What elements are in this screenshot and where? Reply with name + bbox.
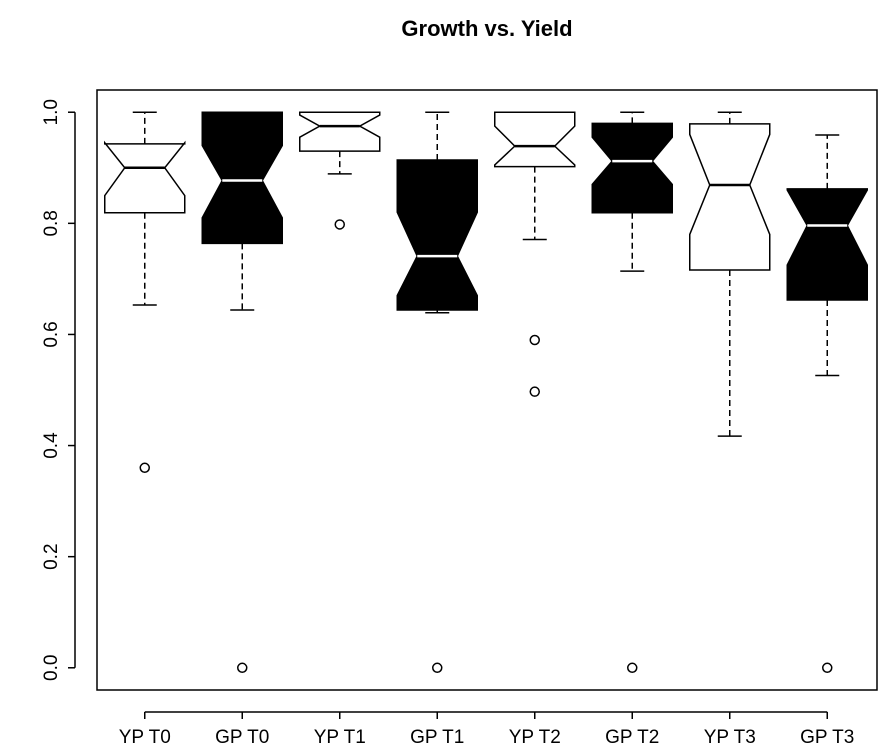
x-tick-label: GP T3 [800,727,854,748]
x-tick-label: YP T3 [704,727,756,748]
outlier [139,462,150,474]
box [494,111,576,168]
x-tick-label: GP T1 [410,727,464,748]
outlier [334,219,345,230]
outlier [627,662,638,674]
x-tick-label: YP T0 [119,727,171,748]
box [104,140,186,214]
y-tick-label: 0.6 [41,321,62,347]
box [396,159,478,311]
box [786,188,868,301]
y-tick-label: 0.8 [41,210,62,236]
x-tick-label: YP T1 [314,727,366,748]
y-tick-label: 0.4 [41,432,62,459]
outlier [432,662,443,674]
chart-title: Growth vs. Yield [401,16,572,41]
box [689,123,771,271]
x-tick-label: YP T2 [509,727,561,748]
box [591,122,673,214]
y-tick-label: 0.0 [41,655,62,681]
x-tick-label: GP T0 [215,727,269,748]
outlier [822,662,833,674]
y-tick-label: 0.2 [41,543,62,569]
plot-frame [96,89,878,691]
outlier [529,386,540,397]
outlier [237,662,248,674]
box [201,111,283,245]
x-tick-label: GP T2 [605,727,659,748]
y-tick-label: 1.0 [41,99,62,125]
outlier [529,334,540,346]
box [299,111,381,152]
